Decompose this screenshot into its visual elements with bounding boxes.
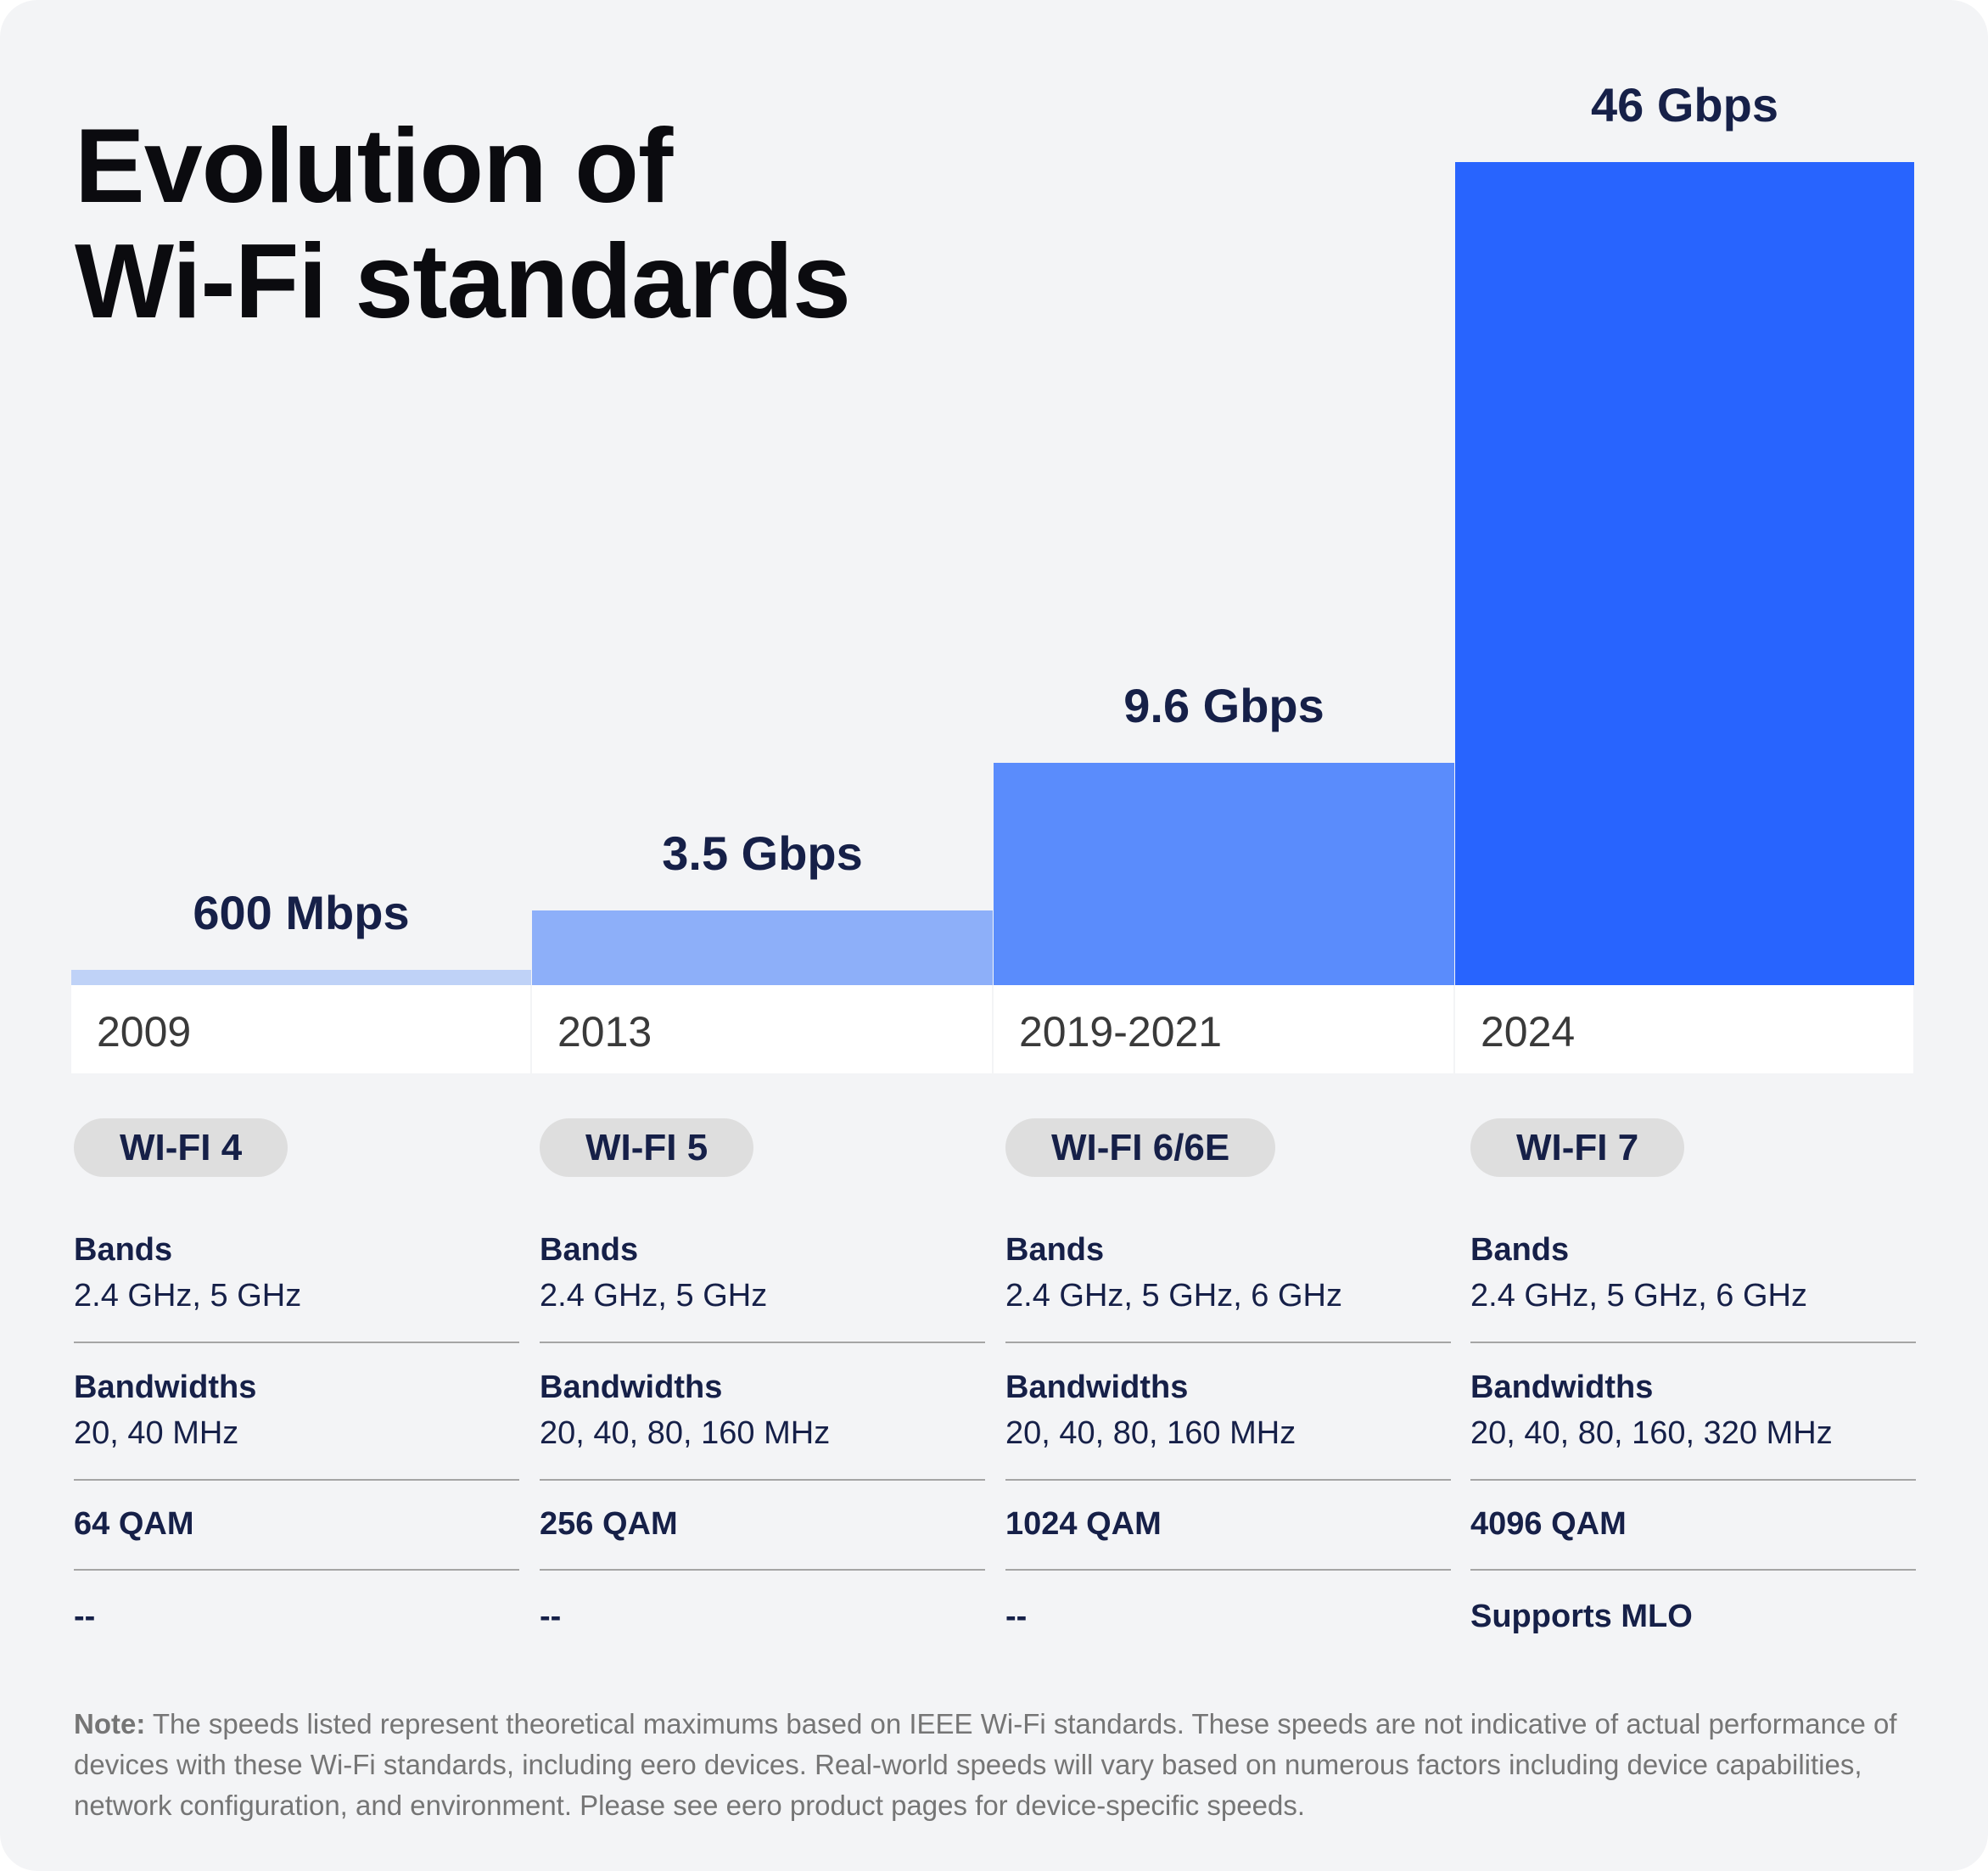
mlo-value: -- — [74, 1599, 96, 1634]
category-label: 2009 — [97, 1008, 192, 1056]
note-text: The speeds listed represent theoretical … — [74, 1708, 1897, 1821]
divider — [540, 1479, 985, 1481]
divider — [1470, 1342, 1916, 1343]
standard-badge: WI-FI 6/6E — [1005, 1118, 1276, 1177]
title-line-1: Evolution of — [75, 108, 673, 225]
bands-label: Bands — [74, 1232, 173, 1268]
data-label: 3.5 Gbps — [662, 826, 863, 881]
standard-badge: WI-FI 7 — [1470, 1118, 1685, 1177]
divider — [1470, 1569, 1916, 1571]
divider — [74, 1479, 519, 1481]
divider — [74, 1342, 519, 1343]
year-cell: 2019-2021 — [994, 985, 1453, 1073]
bar-2009 — [71, 969, 531, 985]
bandwidths-value: 20, 40, 80, 160, 320 MHz — [1470, 1415, 1833, 1451]
divider — [74, 1569, 519, 1571]
category-label: 2013 — [557, 1008, 652, 1056]
spec-column: WI-FI 5 Bands 2.4 GHz, 5 GHz Bandwidths 20, … — [540, 1118, 985, 1634]
data-label: 46 Gbps — [1591, 78, 1778, 132]
spec-column: WI-FI 4 Bands 2.4 GHz, 5 GHz Bandwidths 20, … — [74, 1118, 519, 1634]
bands-label: Bands — [1005, 1232, 1105, 1268]
bands-value: 2.4 GHz, 5 GHz, 6 GHz — [1470, 1278, 1807, 1314]
bands-label: Bands — [1470, 1232, 1570, 1268]
footnote: Note: The speeds listed represent theore… — [74, 1704, 1940, 1826]
bandwidths-value: 20, 40 MHz — [74, 1415, 239, 1451]
spec-column: WI-FI 7 Bands 2.4 GHz, 5 GHz, 6 GHz Bandwid… — [1470, 1118, 1916, 1634]
divider — [540, 1569, 985, 1571]
category-label: 2019-2021 — [1019, 1008, 1223, 1056]
divider — [1005, 1569, 1451, 1571]
bands-value: 2.4 GHz, 5 GHz — [540, 1278, 768, 1314]
qam-value: 1024 QAM — [1005, 1506, 1162, 1542]
year-cell: 2013 — [532, 985, 992, 1073]
category-label: 2024 — [1481, 1008, 1576, 1056]
title-line-2: Wi-Fi standards — [75, 223, 851, 340]
bandwidths-value: 20, 40, 80, 160 MHz — [1005, 1415, 1296, 1451]
divider — [1005, 1479, 1451, 1481]
bands-value: 2.4 GHz, 5 GHz — [74, 1278, 302, 1314]
bandwidths-label: Bandwidths — [74, 1370, 257, 1405]
bandwidths-value: 20, 40, 80, 160 MHz — [540, 1415, 831, 1451]
note-label: Note: — [74, 1708, 146, 1739]
mlo-value: Supports MLO — [1470, 1599, 1693, 1634]
spec-column: WI-FI 6/6E Bands 2.4 GHz, 5 GHz, 6 GHz Band… — [1005, 1118, 1451, 1634]
standard-badge: WI-FI 4 — [74, 1118, 288, 1177]
divider — [1005, 1342, 1451, 1343]
divider — [1470, 1479, 1916, 1481]
bands-value: 2.4 GHz, 5 GHz, 6 GHz — [1005, 1278, 1342, 1314]
divider — [540, 1342, 985, 1343]
mlo-value: -- — [1005, 1599, 1028, 1634]
chart-title: Evolution of Wi-Fi standards — [75, 108, 851, 340]
data-label: 9.6 Gbps — [1123, 679, 1324, 733]
standard-badge: WI-FI 5 — [540, 1118, 754, 1177]
year-cell: 2024 — [1455, 985, 1913, 1073]
bar-2013 — [532, 910, 993, 985]
bandwidths-label: Bandwidths — [540, 1370, 723, 1405]
qam-value: 256 QAM — [540, 1506, 678, 1542]
qam-value: 4096 QAM — [1470, 1506, 1627, 1542]
bandwidths-label: Bandwidths — [1470, 1370, 1654, 1405]
bar-2019-2021 — [994, 763, 1454, 985]
year-cell: 2009 — [71, 985, 530, 1073]
bar-2024 — [1455, 162, 1914, 985]
bandwidths-label: Bandwidths — [1005, 1370, 1189, 1405]
bands-label: Bands — [540, 1232, 639, 1268]
qam-value: 64 QAM — [74, 1506, 194, 1542]
mlo-value: -- — [540, 1599, 562, 1634]
data-label: 600 Mbps — [193, 885, 410, 939]
